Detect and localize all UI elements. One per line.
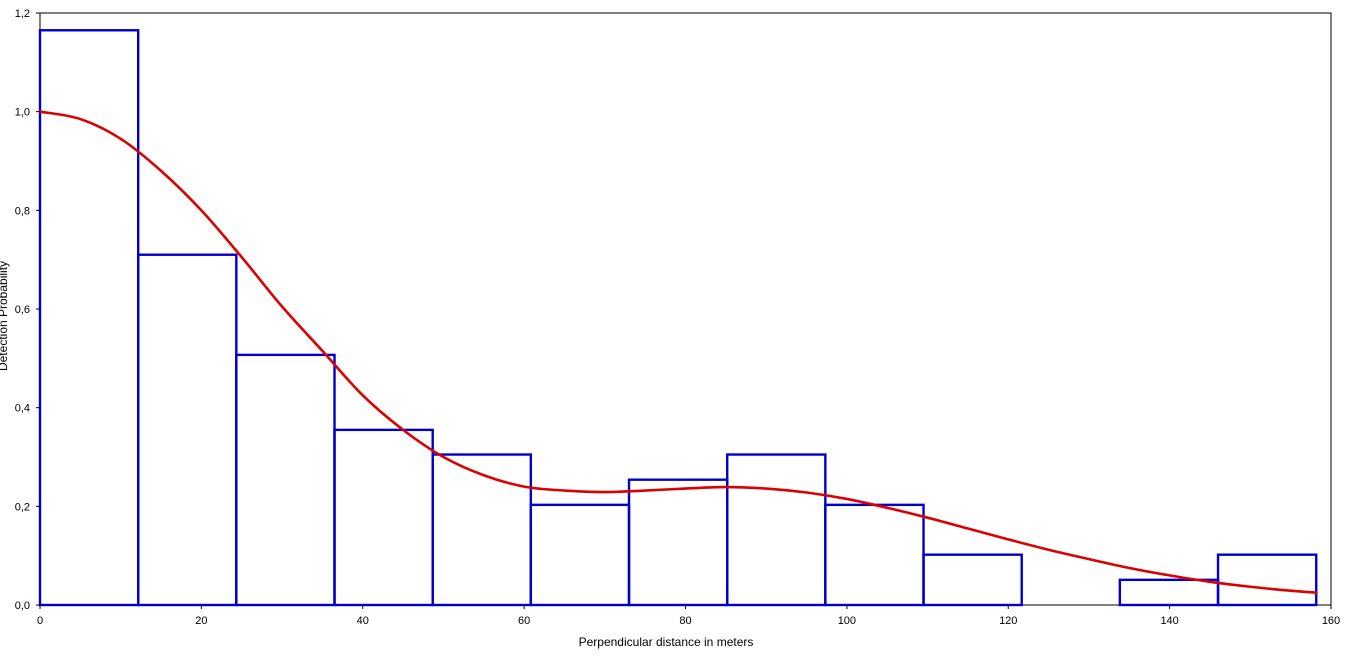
x-axis-title: Perpendicular distance in meters (579, 635, 754, 649)
x-tick-label: 160 (1322, 615, 1340, 627)
x-tick-label: 140 (1160, 615, 1178, 627)
y-tick-label: 0,8 (15, 205, 30, 217)
x-tick-label: 0 (37, 615, 43, 627)
histogram-bar-13 (1216, 553, 1318, 607)
histogram-bar-10 (922, 553, 1023, 607)
y-tick-label: 0,2 (15, 501, 30, 513)
histogram-bars (38, 29, 1318, 607)
y-tick-label: 0,4 (15, 403, 30, 415)
x-tick-label: 100 (838, 615, 856, 627)
plot-area (39, 12, 1332, 606)
x-tick-label: 20 (195, 615, 207, 627)
x-tick-label: 60 (518, 615, 530, 627)
y-axis-ticks: 0,0 0,2 0,4 0,6 0,8 1,0 1,2 (15, 8, 40, 612)
y-tick-label: 1,0 (15, 107, 30, 119)
y-tick-label: 1,2 (15, 8, 30, 20)
fitted-detection-curve (38, 110, 1318, 594)
fitted-curve-layer (38, 110, 1318, 594)
x-tick-label: 40 (357, 615, 369, 627)
y-axis-title: Detection Probability (0, 261, 10, 371)
x-axis-ticks: 0 20 40 60 80 100 120 140 160 (37, 605, 1340, 627)
x-tick-label: 80 (679, 615, 691, 627)
y-tick-label: 0,0 (15, 600, 30, 612)
x-tick-label: 120 (999, 615, 1017, 627)
y-tick-label: 0,6 (15, 304, 30, 316)
